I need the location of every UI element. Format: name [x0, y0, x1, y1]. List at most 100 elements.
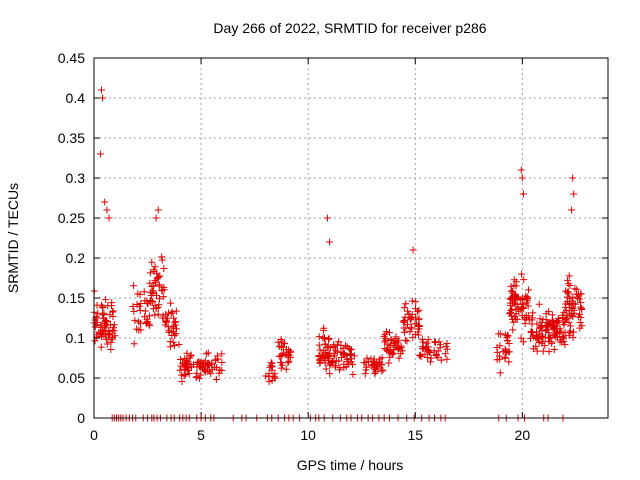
data-point [527, 328, 535, 336]
data-point [499, 348, 507, 356]
data-point [507, 308, 515, 316]
data-point [423, 343, 431, 351]
data-point [170, 341, 178, 349]
data-points [90, 86, 586, 422]
data-point [148, 283, 156, 291]
data-point [432, 351, 440, 359]
data-point [326, 344, 334, 352]
data-point [167, 310, 175, 318]
data-point [539, 347, 547, 355]
data-point [172, 325, 180, 333]
data-point [503, 337, 511, 345]
data-point [321, 348, 329, 356]
data-point [192, 374, 200, 382]
y-tick-label: 0.1 [66, 330, 86, 346]
data-point [411, 330, 419, 338]
data-point [154, 274, 162, 282]
data-point [535, 300, 543, 308]
x-axis-label: GPS time / hours [297, 457, 404, 473]
data-point [319, 334, 327, 342]
data-point [160, 264, 168, 272]
data-point [533, 347, 541, 355]
y-tick-label: 0.25 [58, 210, 85, 226]
data-point [204, 349, 212, 357]
data-point [384, 347, 392, 355]
data-point [412, 313, 420, 321]
data-point [215, 369, 223, 377]
data-point [108, 299, 116, 307]
data-point [101, 318, 109, 326]
y-axis-label: SRMTID / TECUs [5, 183, 21, 293]
data-point [109, 312, 117, 320]
y-tick-label: 0.45 [58, 50, 85, 66]
data-point [208, 361, 216, 369]
data-point [283, 345, 291, 353]
data-point [532, 331, 540, 339]
data-point [400, 304, 408, 312]
data-point [208, 365, 216, 373]
data-point [102, 296, 110, 304]
data-point [146, 269, 154, 277]
data-point [548, 311, 556, 319]
data-point [378, 354, 386, 362]
y-tick-label: 0.05 [58, 370, 85, 386]
data-point [558, 332, 566, 340]
data-point [97, 322, 105, 330]
data-point [140, 288, 148, 296]
data-point [152, 278, 160, 286]
data-point [281, 351, 289, 359]
data-point [546, 334, 554, 342]
data-point [536, 315, 544, 323]
data-point [346, 350, 354, 358]
data-point [567, 310, 575, 318]
y-tick-label: 0.15 [58, 290, 85, 306]
data-point [184, 360, 192, 368]
data-point [570, 190, 578, 198]
data-point [394, 343, 402, 351]
data-point [517, 306, 525, 314]
data-point [167, 299, 175, 307]
data-point [104, 329, 112, 337]
data-point [325, 349, 333, 357]
data-point [154, 310, 162, 318]
data-point [316, 355, 324, 363]
data-point [399, 317, 407, 325]
data-point [178, 378, 186, 386]
y-tick-label: 0.3 [66, 170, 86, 186]
data-point [519, 338, 527, 346]
data-point [506, 310, 514, 318]
data-point [107, 320, 115, 328]
data-point [569, 174, 577, 182]
data-point [563, 288, 571, 296]
data-point [548, 338, 556, 346]
data-point [578, 305, 586, 313]
data-point [373, 359, 381, 367]
y-tick-label: 0.35 [58, 130, 85, 146]
y-tick-label: 0.4 [66, 90, 86, 106]
data-point [349, 371, 357, 379]
data-point [529, 309, 537, 317]
data-point [564, 280, 572, 288]
data-point [367, 355, 375, 363]
axis-ticks: 0 0.05 0.1 0.15 0.2 0.25 0.3 0.35 0.4 0.45 0 5 10 15 2… [58, 50, 608, 443]
data-point [177, 355, 185, 363]
data-point [502, 349, 510, 357]
data-point [411, 305, 419, 313]
x-tick-label: 10 [300, 427, 316, 443]
data-point [278, 361, 286, 369]
data-point [384, 340, 392, 348]
data-point [386, 353, 394, 361]
data-point [414, 331, 422, 339]
data-point [556, 338, 564, 346]
data-point [566, 295, 574, 303]
data-point [509, 326, 517, 334]
x-tick-label: 5 [197, 427, 205, 443]
data-point [527, 334, 535, 342]
data-point [168, 324, 176, 332]
data-point [218, 350, 226, 358]
data-point [507, 295, 515, 303]
data-point [213, 364, 221, 372]
data-point [147, 289, 155, 297]
data-point [180, 372, 188, 380]
data-point [97, 86, 105, 94]
